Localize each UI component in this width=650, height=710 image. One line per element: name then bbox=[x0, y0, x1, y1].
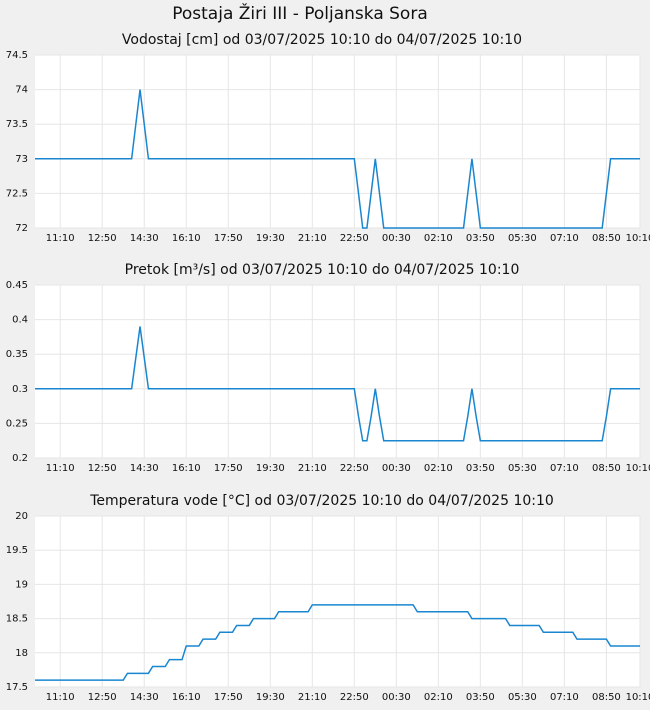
y-tick-label: 73.5 bbox=[6, 119, 28, 130]
x-tick-label: 10:10 bbox=[626, 692, 650, 703]
y-tick-label: 19.5 bbox=[6, 545, 28, 556]
y-tick-label: 74 bbox=[15, 85, 28, 96]
x-tick-label: 14:30 bbox=[130, 463, 159, 474]
y-tick-label: 72 bbox=[15, 223, 28, 234]
x-tick-label: 12:50 bbox=[88, 233, 117, 244]
x-tick-label: 11:10 bbox=[46, 463, 75, 474]
x-tick-label: 19:30 bbox=[256, 692, 285, 703]
x-tick-label: 22:50 bbox=[340, 233, 369, 244]
x-tick-label: 03:50 bbox=[466, 463, 495, 474]
y-tick-label: 74.5 bbox=[6, 50, 28, 61]
x-tick-label: 02:10 bbox=[424, 692, 453, 703]
x-tick-label: 08:50 bbox=[592, 233, 621, 244]
data-line bbox=[35, 604, 640, 681]
x-tick-label: 07:10 bbox=[550, 692, 579, 703]
y-tick-label: 17.5 bbox=[6, 682, 28, 693]
y-tick-label: 18 bbox=[15, 648, 28, 659]
y-tick-label: 0.4 bbox=[12, 315, 28, 326]
y-tick-label: 72.5 bbox=[6, 188, 28, 199]
x-tick-label: 19:30 bbox=[256, 233, 285, 244]
plot-area bbox=[35, 55, 640, 228]
x-tick-label: 19:30 bbox=[256, 463, 285, 474]
x-tick-label: 00:30 bbox=[382, 692, 411, 703]
y-tick-label: 20 bbox=[15, 511, 28, 522]
plot-area bbox=[35, 285, 640, 458]
x-tick-label: 03:50 bbox=[466, 233, 495, 244]
y-tick-label: 18.5 bbox=[6, 614, 28, 625]
x-tick-label: 10:10 bbox=[626, 463, 650, 474]
x-tick-label: 21:10 bbox=[298, 463, 327, 474]
x-tick-label: 02:10 bbox=[424, 233, 453, 244]
x-tick-label: 12:50 bbox=[88, 463, 117, 474]
x-tick-label: 05:30 bbox=[508, 233, 537, 244]
x-tick-label: 17:50 bbox=[214, 463, 243, 474]
y-tick-label: 0.3 bbox=[12, 384, 28, 395]
x-tick-label: 02:10 bbox=[424, 463, 453, 474]
x-tick-label: 07:10 bbox=[550, 463, 579, 474]
x-tick-label: 07:10 bbox=[550, 233, 579, 244]
data-line bbox=[35, 326, 640, 442]
x-tick-label: 16:10 bbox=[172, 463, 201, 474]
y-tick-label: 0.2 bbox=[12, 453, 28, 464]
data-line bbox=[35, 89, 640, 229]
x-tick-label: 11:10 bbox=[46, 692, 75, 703]
y-tick-label: 0.25 bbox=[6, 418, 28, 429]
x-tick-label: 14:30 bbox=[130, 692, 159, 703]
chart-title: Temperatura vode [°C] od 03/07/2025 10:1… bbox=[89, 493, 554, 509]
x-tick-label: 21:10 bbox=[298, 692, 327, 703]
page-title: Postaja Žiri III - Poljanska Sora bbox=[172, 2, 428, 24]
chart-title: Pretok [m³/s] od 03/07/2025 10:10 do 04/… bbox=[125, 262, 520, 278]
x-tick-label: 03:50 bbox=[466, 692, 495, 703]
y-tick-label: 19 bbox=[15, 579, 28, 590]
y-tick-label: 73 bbox=[15, 154, 28, 165]
x-tick-label: 05:30 bbox=[508, 692, 537, 703]
x-tick-label: 00:30 bbox=[382, 233, 411, 244]
x-tick-label: 00:30 bbox=[382, 463, 411, 474]
x-tick-label: 22:50 bbox=[340, 692, 369, 703]
chart-title: Vodostaj [cm] od 03/07/2025 10:10 do 04/… bbox=[122, 32, 522, 48]
x-tick-label: 17:50 bbox=[214, 692, 243, 703]
y-tick-label: 0.35 bbox=[6, 349, 28, 360]
plot-area bbox=[35, 516, 640, 687]
x-tick-label: 08:50 bbox=[592, 692, 621, 703]
x-tick-label: 12:50 bbox=[88, 692, 117, 703]
x-tick-label: 14:30 bbox=[130, 233, 159, 244]
x-tick-label: 11:10 bbox=[46, 233, 75, 244]
x-tick-label: 21:10 bbox=[298, 233, 327, 244]
x-tick-label: 16:10 bbox=[172, 233, 201, 244]
x-tick-label: 17:50 bbox=[214, 233, 243, 244]
x-tick-label: 10:10 bbox=[626, 233, 650, 244]
y-tick-label: 0.45 bbox=[6, 280, 28, 291]
x-tick-label: 05:30 bbox=[508, 463, 537, 474]
x-tick-label: 22:50 bbox=[340, 463, 369, 474]
x-tick-label: 08:50 bbox=[592, 463, 621, 474]
x-tick-label: 16:10 bbox=[172, 692, 201, 703]
